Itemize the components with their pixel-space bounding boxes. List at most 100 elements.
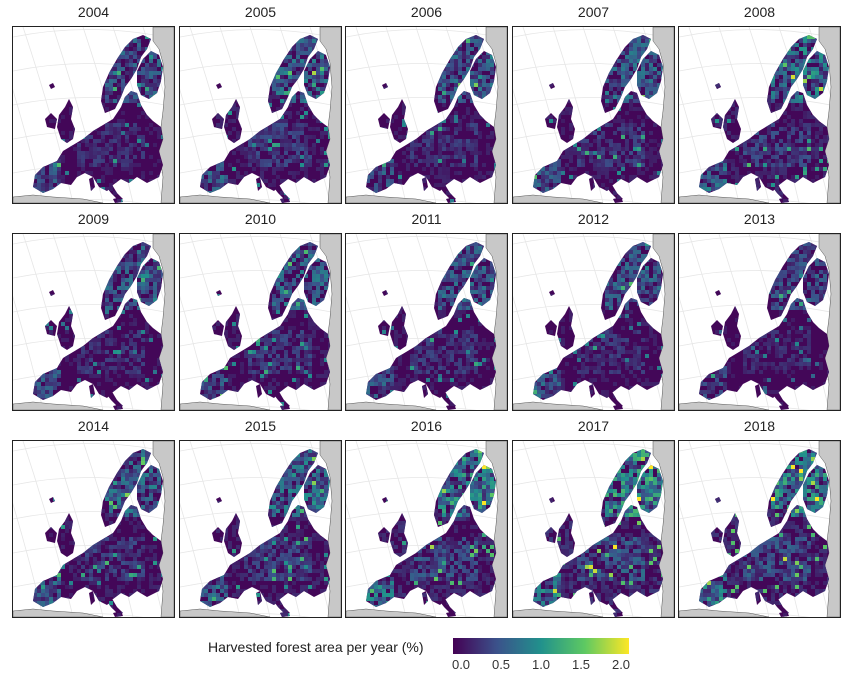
graticule-line	[346, 29, 507, 40]
graticule-line	[180, 29, 341, 40]
harvest-raster	[533, 35, 663, 203]
graticule-line	[679, 511, 840, 522]
graticule-line	[180, 236, 341, 247]
graticule-line	[513, 443, 674, 454]
map-panel-2011: 2011	[345, 211, 508, 411]
map-panel-2004: 2004	[12, 4, 175, 204]
map-frame	[12, 440, 175, 618]
non-study-land	[513, 194, 604, 203]
graticule-line	[13, 236, 174, 247]
map-frame	[179, 233, 342, 411]
europe-map	[513, 234, 674, 410]
europe-map	[513, 441, 674, 617]
europe-map	[180, 234, 341, 410]
map-panel-2016: 2016	[345, 418, 508, 618]
panel-year-title: 2013	[743, 211, 776, 227]
europe-map	[13, 234, 174, 410]
non-study-land	[679, 608, 770, 617]
graticule-line	[13, 511, 174, 522]
europe-map	[180, 27, 341, 203]
graticule-line	[201, 406, 311, 410]
harvest-raster	[366, 35, 496, 203]
harvest-raster	[200, 242, 330, 410]
europe-map	[13, 27, 174, 203]
non-study-land	[679, 194, 770, 203]
panel-year-title: 2006	[410, 4, 443, 20]
panel-year-title: 2011	[411, 211, 442, 227]
graticule-line	[346, 236, 507, 247]
panel-year-title: 2009	[77, 211, 110, 227]
legend-tick-mark	[541, 654, 542, 657]
map-frame	[512, 233, 675, 411]
harvest-raster	[699, 242, 829, 410]
panel-year-title: 2007	[577, 4, 610, 20]
legend-tick-mark	[461, 654, 462, 657]
map-frame	[345, 26, 508, 204]
non-study-land	[346, 401, 437, 410]
color-legend: Harvested forest area per year (%) 0.0 0.…	[208, 636, 648, 676]
map-frame	[678, 440, 841, 618]
graticule-line	[201, 199, 311, 203]
panel-year-title: 2005	[244, 4, 277, 20]
europe-map	[513, 27, 674, 203]
graticule-line	[679, 29, 840, 40]
map-frame	[512, 26, 675, 204]
non-study-land	[13, 194, 104, 203]
non-study-land	[180, 401, 271, 410]
map-frame	[345, 233, 508, 411]
graticule-line	[513, 236, 674, 247]
legend-title: Harvested forest area per year (%)	[208, 639, 424, 655]
map-frame	[678, 26, 841, 204]
graticule-line	[513, 97, 674, 108]
map-panel-2006: 2006	[345, 4, 508, 204]
harvest-raster	[33, 35, 163, 203]
harvest-raster	[366, 242, 496, 410]
legend-tick-label: 0.5	[491, 657, 511, 672]
harvest-raster	[200, 35, 330, 203]
graticule-line	[180, 304, 341, 315]
map-frame	[678, 233, 841, 411]
europe-map	[180, 441, 341, 617]
panel-year-title: 2010	[244, 211, 277, 227]
non-study-land	[346, 608, 437, 617]
graticule-line	[367, 199, 477, 203]
legend-tick-label: 0.0	[451, 657, 471, 672]
map-panel-2009: 2009	[12, 211, 175, 411]
graticule-line	[679, 97, 840, 108]
map-panel-2012: 2012	[512, 211, 675, 411]
graticule-line	[700, 613, 810, 617]
graticule-line	[346, 511, 507, 522]
map-frame	[179, 26, 342, 204]
graticule-line	[34, 406, 144, 410]
graticule-line	[700, 406, 810, 410]
map-panel-2010: 2010	[179, 211, 342, 411]
graticule-line	[13, 304, 174, 315]
europe-map	[346, 441, 507, 617]
panel-year-title: 2016	[410, 418, 443, 434]
europe-map	[679, 234, 840, 410]
map-panel-2013: 2013	[678, 211, 841, 411]
graticule-line	[534, 613, 644, 617]
legend-tick-mark	[621, 654, 622, 657]
graticule-line	[13, 29, 174, 40]
europe-map	[679, 27, 840, 203]
legend-tick-label: 2.0	[611, 657, 631, 672]
non-study-land	[180, 608, 271, 617]
panel-year-title: 2015	[244, 418, 277, 434]
europe-map	[679, 441, 840, 617]
harvest-raster	[33, 449, 163, 617]
panel-year-title: 2014	[77, 418, 110, 434]
graticule-line	[513, 29, 674, 40]
map-frame	[12, 26, 175, 204]
map-panel-2018: 2018	[678, 418, 841, 618]
map-panel-2005: 2005	[179, 4, 342, 204]
non-study-land	[513, 401, 604, 410]
graticule-line	[346, 443, 507, 454]
non-study-land	[513, 608, 604, 617]
graticule-line	[367, 613, 477, 617]
map-panel-2007: 2007	[512, 4, 675, 204]
map-panel-grid: 2004 2005 2006 2007 2008 2009 2010 2011 2012 2013…	[12, 4, 841, 618]
graticule-line	[679, 236, 840, 247]
europe-map	[346, 27, 507, 203]
graticule-line	[180, 443, 341, 454]
